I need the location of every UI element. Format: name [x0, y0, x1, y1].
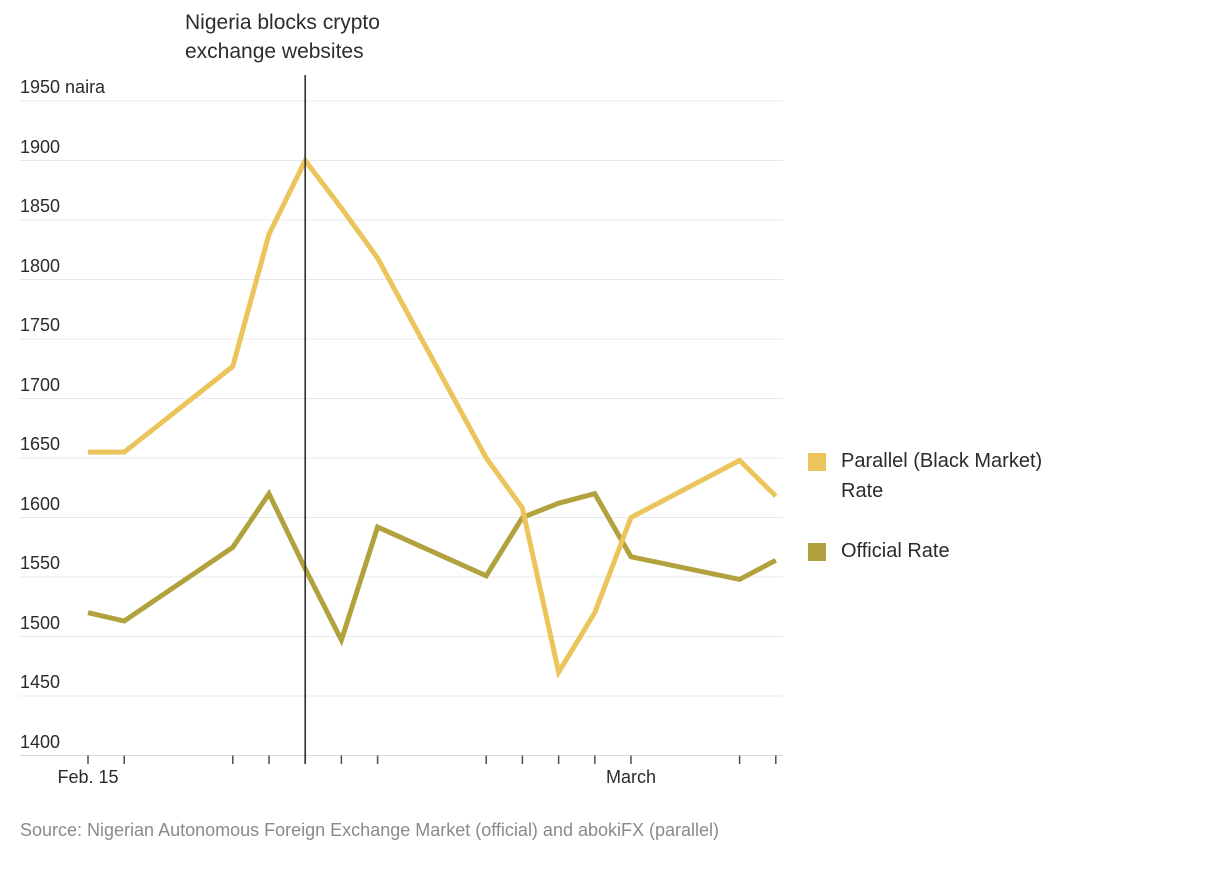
annotation-label: Nigeria blocks crypto exchange websites [185, 11, 380, 63]
y-axis-label: 1600 [20, 493, 61, 514]
y-axis-label: 1850 [20, 196, 61, 216]
y-axis-label: 1500 [20, 612, 61, 633]
parallel-rate-swatch-icon [808, 453, 826, 471]
y-axis-label: 1900 [20, 136, 61, 157]
x-axis-label: Feb. 15 [57, 767, 119, 787]
y-axis-label: 1950 naira [20, 77, 106, 97]
legend-label-official: Official Rate [841, 540, 950, 562]
legend-item-official: Official Rate [808, 536, 1088, 566]
y-axis-label: 1800 [20, 255, 61, 276]
y-axis-label: 1650 [20, 434, 61, 454]
y-axis-label: 1750 [20, 315, 61, 335]
y-axis-label: 1400 [20, 731, 61, 752]
y-axis-label: 1450 [20, 672, 61, 692]
parallel-rate-line [88, 155, 778, 679]
legend-label-parallel: Parallel (Black Market) Rate [841, 450, 1043, 502]
y-axis-label: 1700 [20, 374, 61, 395]
official-rate-line [87, 488, 777, 647]
official-rate-swatch-icon [808, 543, 826, 561]
y-axis-label: 1550 [20, 553, 61, 573]
source-note: Source: Nigerian Autonomous Foreign Exch… [20, 820, 720, 840]
x-axis-label: March [605, 767, 656, 787]
legend-item-parallel: Parallel (Black Market) Rate [808, 446, 1088, 506]
